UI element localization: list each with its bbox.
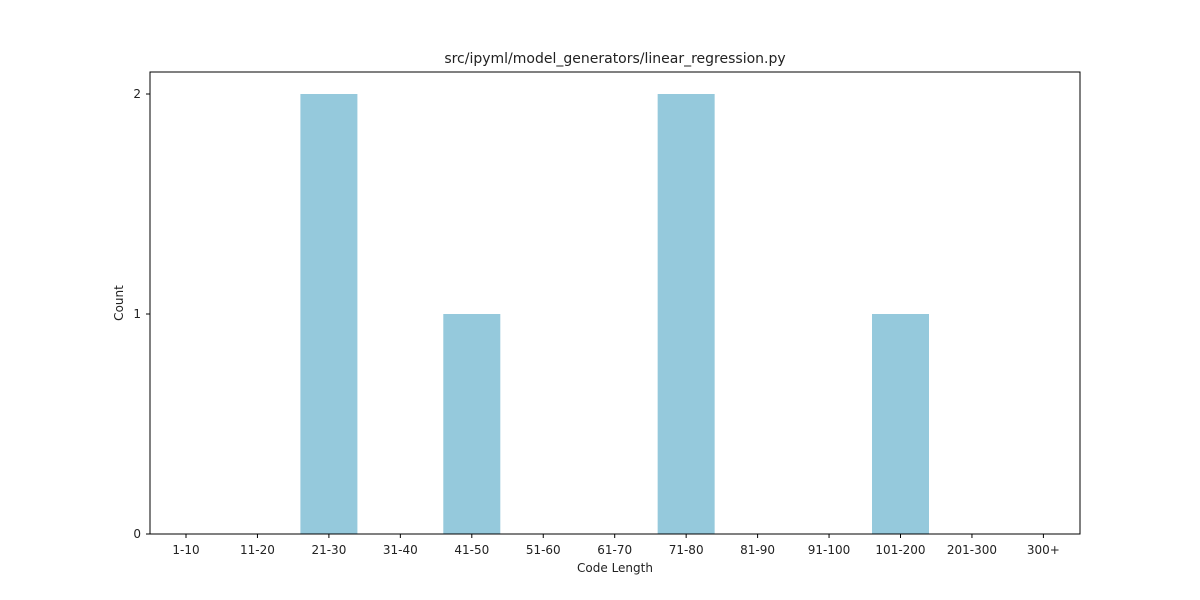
x-tick-label: 21-30 [311,543,346,557]
x-tick-label: 71-80 [669,543,704,557]
x-axis: 1-10 11-20 21-30 31-40 41-50 51-60 61-70 71-80 8… [172,534,1060,557]
y-tick-label: 2 [133,87,141,101]
x-tick-label: 81-90 [740,543,775,557]
chart-title: src/ipyml/model_generators/linear_regres… [444,51,785,67]
x-tick-label: 1-10 [172,543,199,557]
bar-21-30 [300,94,358,534]
bar-71-80 [657,94,715,534]
y-axis: 0 1 2 [133,87,150,541]
y-tick-label: 1 [133,307,141,321]
x-tick-label: 11-20 [240,543,275,557]
bars-layer [300,94,929,534]
y-axis-label: Count [112,285,126,321]
y-tick-label: 0 [133,527,141,541]
bar-41-50 [443,314,501,534]
x-tick-label: 31-40 [383,543,418,557]
x-tick-label: 300+ [1027,543,1060,557]
x-tick-label: 91-100 [808,543,851,557]
x-tick-label: 41-50 [454,543,489,557]
bar-101-200 [872,314,929,534]
plot-frame [149,71,1081,535]
x-tick-label: 61-70 [597,543,632,557]
x-tick-label: 51-60 [526,543,561,557]
x-tick-label: 101-200 [875,543,925,557]
x-tick-label: 201-300 [947,543,997,557]
x-axis-label: Code Length [577,561,653,575]
